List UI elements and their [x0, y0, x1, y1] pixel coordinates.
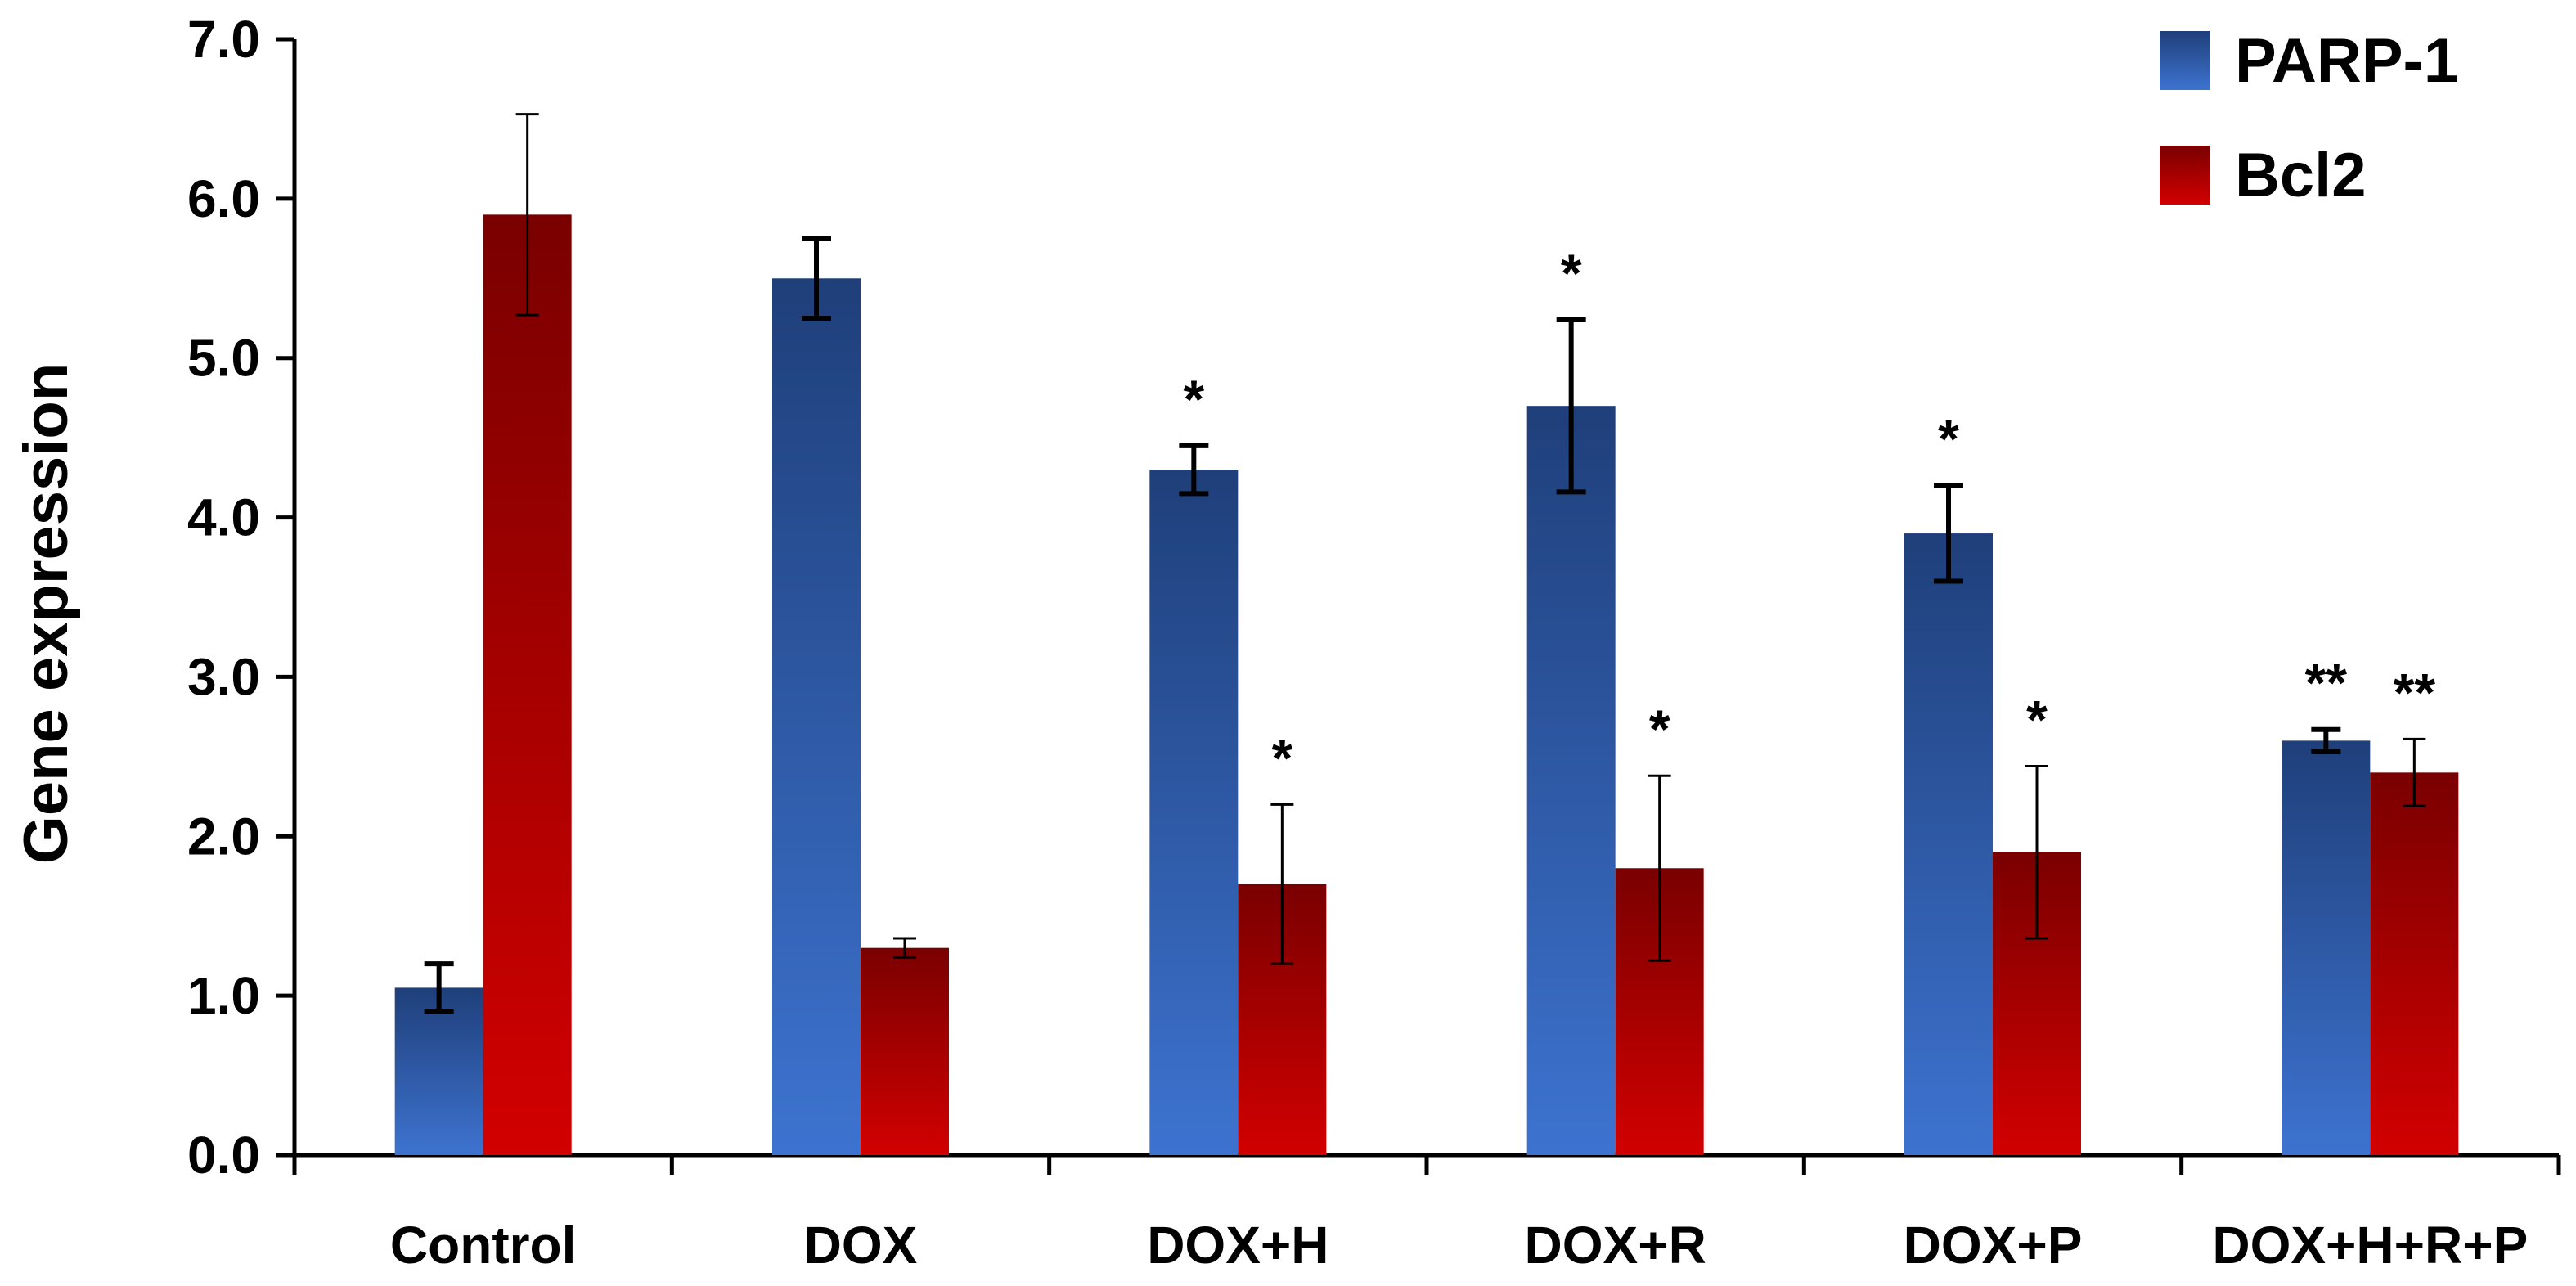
y-tick-label: 2.0 — [187, 807, 260, 866]
significance-marker: ** — [2305, 653, 2348, 713]
x-category-label: DOX — [804, 1216, 918, 1275]
y-tick-label: 5.0 — [187, 329, 260, 388]
significance-marker: * — [2026, 690, 2048, 750]
significance-marker: * — [1938, 409, 1959, 470]
y-axis-title: Gene expression — [11, 363, 81, 865]
bar-parp-1-dox-h — [1149, 470, 1239, 1155]
axes — [276, 37, 2561, 1175]
y-tick-label: 0.0 — [187, 1126, 260, 1185]
bar-bcl2-dox-h-r-p — [2370, 772, 2459, 1155]
bar-parp-1-control — [394, 987, 483, 1155]
bar-parp-1-dox-r — [1526, 406, 1616, 1156]
labels: 0.0 1.0 2.0 3.0 4.0 5.0 6.0 7.0 Gene expression C… — [11, 10, 2528, 1275]
legend-label-bcl2: Bcl2 — [2235, 141, 2367, 210]
bars — [394, 113, 2459, 1156]
y-tick-label: 1.0 — [187, 966, 260, 1025]
legend-swatch-parp-1 — [2160, 31, 2210, 90]
y-tick-label: 7.0 — [187, 10, 260, 69]
legend-swatch-bcl2 — [2160, 146, 2210, 205]
significance-marker: * — [1649, 699, 1670, 759]
significance-marker: * — [1561, 243, 1582, 304]
x-category-label: DOX+P — [1904, 1216, 2083, 1275]
legend: PARP-1 Bcl2 — [2160, 26, 2458, 210]
significance-marker: ** — [2394, 662, 2436, 722]
y-tick-label: 3.0 — [187, 647, 260, 706]
bar-parp-1-dox — [772, 278, 861, 1156]
x-category-label: DOX+H — [1147, 1216, 1328, 1275]
bar-bcl2-control — [483, 214, 572, 1155]
y-tick-label: 4.0 — [187, 488, 260, 547]
significance-marker: * — [1271, 727, 1292, 788]
significance-marker: * — [1183, 369, 1204, 429]
x-category-label: Control — [390, 1216, 577, 1275]
x-category-label: DOX+H+R+P — [2212, 1216, 2528, 1275]
x-category-label: DOX+R — [1525, 1216, 1706, 1275]
bar-parp-1-dox-p — [1904, 533, 1993, 1155]
y-tick-label: 6.0 — [187, 169, 260, 228]
bar-parp-1-dox-h-r-p — [2282, 740, 2371, 1155]
bar-bcl2-dox — [861, 947, 949, 1155]
legend-label-parp-1: PARP-1 — [2235, 26, 2458, 96]
